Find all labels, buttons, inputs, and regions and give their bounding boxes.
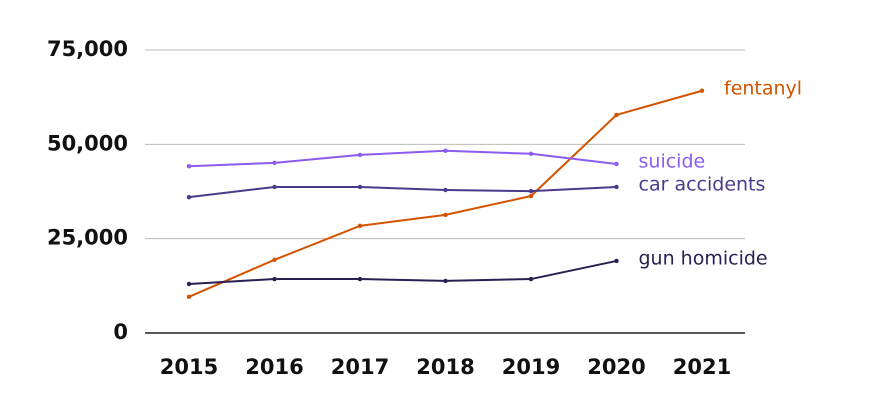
point <box>699 88 705 93</box>
point <box>186 194 192 200</box>
point <box>443 148 448 153</box>
series-line <box>188 89 703 298</box>
x-tick-label: 2020 <box>587 355 645 379</box>
x-tick-label: 2015 <box>160 355 218 379</box>
point <box>357 152 363 158</box>
point <box>528 151 534 156</box>
series-line <box>188 149 617 168</box>
point <box>357 184 363 190</box>
point <box>443 212 448 218</box>
point <box>186 281 192 287</box>
point <box>614 258 619 264</box>
point <box>614 161 619 167</box>
point <box>614 112 619 118</box>
point <box>528 276 534 282</box>
point <box>528 188 534 194</box>
point <box>186 164 192 169</box>
y-tick-label: 0 <box>113 320 128 344</box>
point <box>272 257 277 262</box>
y-tick-label: 25,000 <box>47 226 128 250</box>
series-label: gun homicide <box>639 247 768 269</box>
series-label: car accidents <box>639 173 766 195</box>
point <box>443 278 448 284</box>
x-tick-label: 2017 <box>331 355 389 379</box>
series-label: suicide <box>639 150 706 172</box>
y-tick-label: 75,000 <box>47 37 128 61</box>
series-line <box>188 185 617 199</box>
point <box>272 160 277 166</box>
series-line <box>188 259 617 285</box>
x-tick-label: 2016 <box>245 355 303 379</box>
y-tick-label: 50,000 <box>47 131 128 155</box>
point <box>272 184 277 190</box>
point <box>443 187 448 193</box>
x-tick-label: 2018 <box>416 355 474 379</box>
point <box>357 276 363 282</box>
series-label: fentanyl <box>724 77 802 99</box>
point <box>272 276 277 282</box>
point <box>357 223 363 229</box>
x-tick-label: 2019 <box>502 355 560 379</box>
point <box>528 193 534 199</box>
point <box>614 184 619 190</box>
point <box>186 294 192 299</box>
x-tick-label: 2021 <box>673 355 731 379</box>
